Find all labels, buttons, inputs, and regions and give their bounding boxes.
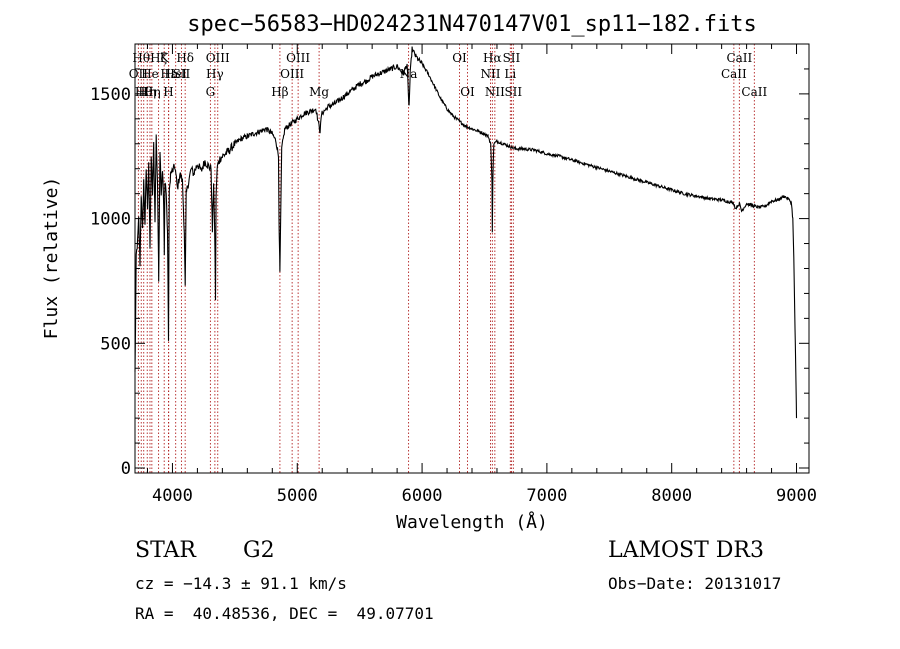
subclass: G2 xyxy=(243,538,275,563)
spectral-line-label: K xyxy=(160,51,170,65)
spectral-line-label: CaII xyxy=(721,67,747,81)
x-tick-label: 7000 xyxy=(526,486,567,506)
spectral-line-label: Hθ xyxy=(135,85,153,99)
plot-frame xyxy=(134,43,810,474)
x-axis: 4000 5000 6000 7000 8000 9000 xyxy=(146,44,817,506)
y-tick-label: 1000 xyxy=(90,210,131,230)
spectral-line-label: Hδ xyxy=(176,51,194,65)
y-axis: 0 500 1000 1500 xyxy=(90,68,809,479)
spectral-line-label: OIII xyxy=(280,67,304,81)
chart-title: spec−56583−HD024231N470147V01_sp11−182.f… xyxy=(187,12,757,37)
x-axis-label: Wavelength (Å) xyxy=(396,511,548,533)
spectral-line-label: HeI xyxy=(165,67,188,81)
y-tick-label: 1500 xyxy=(90,85,131,105)
spectral-line-label: Hθ xyxy=(132,51,150,65)
spectral-line-label: Hζ xyxy=(150,51,167,65)
spectral-line-label: Mg xyxy=(309,85,329,99)
spectral-line-label: Hε xyxy=(160,67,177,81)
object-class: STAR xyxy=(135,538,196,563)
spectral-line-label: G xyxy=(206,85,216,99)
x-tick-label: 9000 xyxy=(776,486,817,506)
spectral-line-label: OIII xyxy=(286,51,310,65)
spectral-line-label: He xyxy=(141,67,159,81)
y-axis-label: Flux (relative) xyxy=(41,177,62,340)
spectral-line-label: SII xyxy=(173,67,191,81)
spectral-line-label: SII xyxy=(504,85,522,99)
redshift-value: cz = −14.3 ± 91.1 km/s xyxy=(135,574,347,593)
spectrum-line xyxy=(134,46,798,419)
x-tick-label: 4000 xyxy=(152,486,193,506)
spectral-line-label: OI xyxy=(452,51,467,65)
spectral-line-label: NII xyxy=(485,85,505,99)
x-tick-label: 8000 xyxy=(651,486,692,506)
spectral-line-label: OIII xyxy=(206,51,230,65)
spectral-line-label: H xyxy=(163,85,173,99)
spectral-line-label: Li xyxy=(504,67,516,81)
spectral-line-label: CaII xyxy=(726,51,752,65)
spectral-line-label: OII xyxy=(129,67,149,81)
spectral-line-label: Hγ xyxy=(206,67,224,81)
spectral-line-label: Hη xyxy=(143,85,161,99)
y-tick-label: 500 xyxy=(100,334,131,354)
x-tick-label: 6000 xyxy=(402,486,443,506)
spectral-line-label: SII xyxy=(503,51,521,65)
spectral-line-label: CaII xyxy=(741,85,767,99)
sky-coordinates: RA = 40.48536, DEC = 49.07701 xyxy=(135,604,434,623)
spectral-line-label: OI xyxy=(460,85,475,99)
y-tick-label: 0 xyxy=(121,459,131,479)
observation-date: Obs−Date: 20131017 xyxy=(608,574,782,593)
x-tick-label: 5000 xyxy=(277,486,318,506)
spectral-line-label: Hη xyxy=(138,85,156,99)
spectral-line-label: NII xyxy=(480,67,500,81)
spectral-line-labels: OIIHθHθHηHeHηHζKHHεHeISIIHδGHγOIIIHβOIII… xyxy=(129,51,768,99)
spectral-line-label: Hβ xyxy=(271,85,288,99)
spectral-line-label: Hα xyxy=(483,51,502,65)
survey-name: LAMOST DR3 xyxy=(608,538,764,563)
